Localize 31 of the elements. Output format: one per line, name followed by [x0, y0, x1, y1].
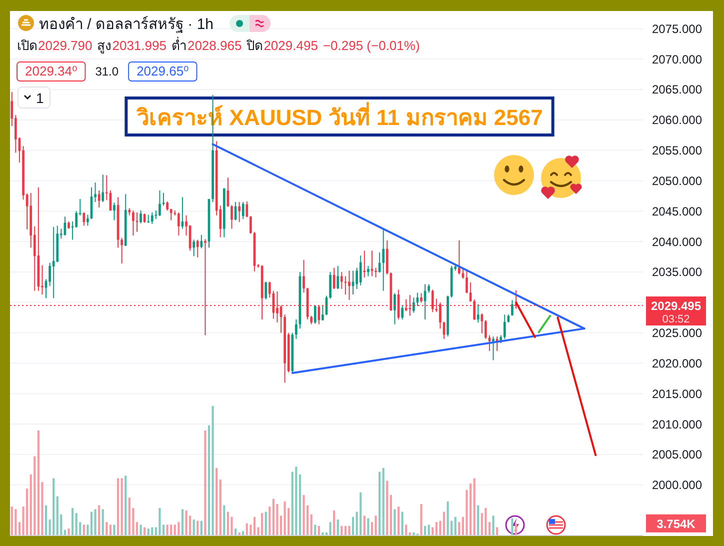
annotation: ต่ำ	[171, 37, 186, 53]
y-tick-label: 2055.000	[652, 144, 702, 158]
y-tick-label: 2050.000	[652, 174, 702, 188]
y-tick-label: 2045.000	[652, 204, 702, 218]
annotation: สูง	[97, 38, 112, 54]
y-tick-label: 2075.000	[652, 22, 702, 36]
y-tick-label: 2010.000	[652, 417, 702, 432]
annotation: 2029.34⁰	[25, 64, 78, 78]
y-tick-label: 2005.000	[652, 448, 702, 462]
y-tick-label: 2015.000	[652, 386, 702, 401]
y-tick-label: 2035.000	[652, 265, 702, 280]
annotation: 2031.995	[112, 38, 166, 53]
annotation: 1	[36, 90, 44, 106]
annotation: 31.0	[95, 64, 119, 78]
y-tick-label: 2000.000	[652, 478, 702, 492]
y-tick-label: 2065.000	[652, 82, 702, 97]
text: 03:52	[662, 313, 690, 326]
annotation: 2029.65⁰	[136, 64, 189, 78]
ref-line-label: 2029.495	[650, 298, 702, 313]
annotation: −0.295 (−0.01%)	[322, 38, 420, 53]
annotation: ปิด	[246, 38, 263, 53]
annotation: 2028.965	[187, 38, 242, 53]
annotation: เปิด	[17, 38, 37, 53]
y-tick-label: 2040.000	[652, 234, 702, 249]
y-tick-label: 2025.000	[652, 326, 702, 340]
y-tick-label: 2070.000	[652, 52, 702, 66]
y-tick-label: 2020.000	[652, 356, 702, 370]
annotation: 2029.790	[38, 38, 92, 53]
chart-subtitle: ทองคำ / ดอลลาร์สหรัฐ · 1h	[39, 16, 214, 33]
y-tick-label: 2060.000	[652, 113, 702, 128]
annotation: 2029.495	[264, 38, 318, 53]
